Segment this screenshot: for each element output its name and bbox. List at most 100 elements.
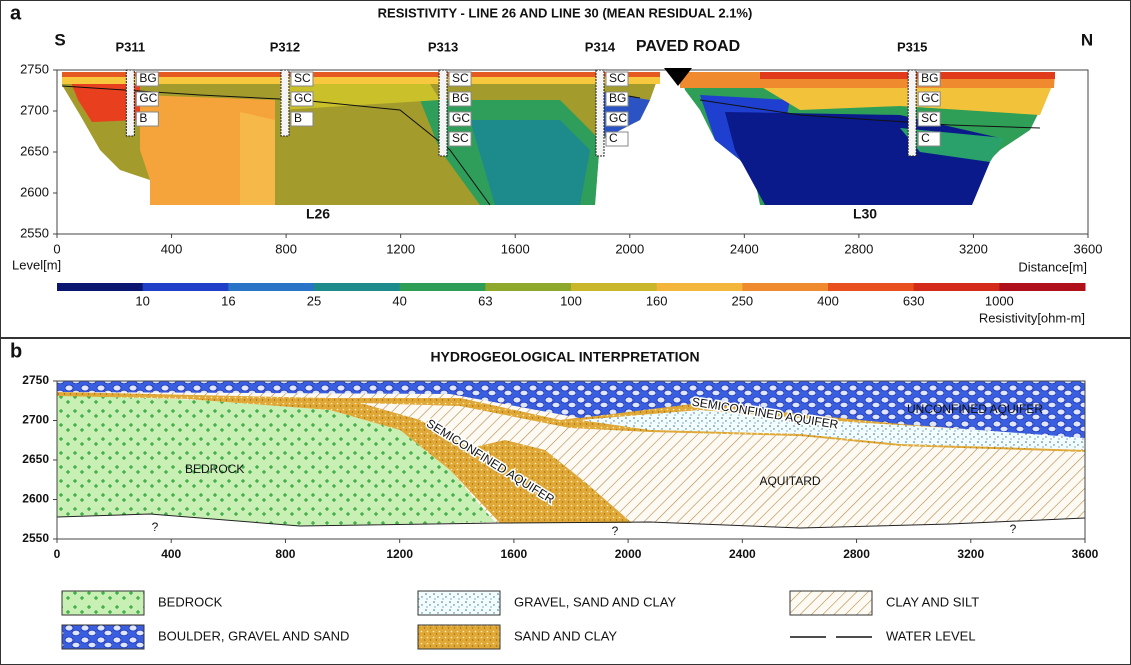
colorbar-swatch: [914, 283, 1000, 291]
colorbar-swatch: [228, 283, 314, 291]
legend-swatch: [62, 625, 144, 649]
x-tick-label: 400: [161, 547, 181, 561]
colorbar-swatch: [143, 283, 229, 291]
x-tick-label: 2800: [843, 547, 870, 561]
region-label: AQUITARD: [759, 474, 820, 488]
x-tick-label: 0: [53, 241, 60, 256]
x-tick-label: 1200: [386, 547, 413, 561]
resistivity-zone: [240, 112, 275, 205]
colorbar-swatch: [314, 283, 400, 291]
y-tick-label: 2700: [20, 102, 49, 117]
section-label: L26: [306, 206, 330, 222]
x-tick-label: 2000: [615, 547, 642, 561]
x-tick-label: 3200: [957, 547, 984, 561]
legend-swatch: [62, 591, 144, 615]
layer-label: B: [139, 111, 147, 125]
layer-label: B: [294, 111, 302, 125]
x-tick-label: 3600: [1074, 241, 1103, 256]
colorbar-swatch: [400, 283, 486, 291]
borehole: [281, 70, 289, 136]
legend-label: CLAY AND SILT: [886, 594, 979, 609]
layer-label: SC: [452, 71, 469, 85]
y-tick-label: 2650: [20, 143, 49, 158]
layer-label: BG: [452, 91, 469, 105]
colorbar-tick-label: 250: [731, 293, 753, 308]
legend-label: SAND AND CLAY: [514, 628, 617, 643]
layer-label: BG: [139, 71, 156, 85]
x-tick-label: 400: [161, 241, 183, 256]
panel-letter: b: [10, 340, 22, 362]
colorbar-label: Resistivity[ohm-m]: [979, 310, 1085, 325]
borehole-name: P312: [270, 39, 300, 54]
colorbar-tick-label: 1000: [985, 293, 1014, 308]
x-tick-label: 800: [275, 547, 295, 561]
colorbar-tick-label: 160: [646, 293, 668, 308]
legend-label: BOULDER, GRAVEL AND SAND: [158, 628, 349, 643]
question-mark: ?: [152, 520, 159, 534]
borehole: [439, 70, 447, 156]
resistivity-zone: [760, 72, 1055, 79]
layer-label: GC: [452, 111, 470, 125]
borehole: [908, 70, 916, 156]
y-tick-label: 2750: [20, 61, 49, 76]
y-tick-label: 2750: [22, 373, 49, 387]
borehole: [596, 70, 604, 156]
y-tick-label: 2550: [20, 225, 49, 240]
layer-label: C: [609, 131, 618, 145]
x-tick-label: 3200: [959, 241, 988, 256]
figure: a RESISTIVITY - LINE 26 AND LINE 30 (MEAN…: [0, 0, 1131, 665]
panel-letter: a: [10, 2, 22, 24]
layer-label: BG: [921, 71, 938, 85]
borehole-name: P311: [115, 39, 145, 54]
x-tick-label: 1600: [501, 241, 530, 256]
legend-label: GRAVEL, SAND AND CLAY: [514, 594, 676, 609]
region-label: BEDROCK: [185, 462, 244, 476]
y-tick-label: 2550: [22, 531, 49, 545]
y-tick-label: 2600: [22, 492, 49, 506]
borehole: [126, 70, 134, 136]
colorbar-tick-label: 10: [135, 293, 149, 308]
y-tick-label: 2650: [22, 452, 49, 466]
colorbar-tick-label: 100: [560, 293, 582, 308]
colorbar-swatch: [485, 283, 571, 291]
layer-label: GC: [921, 91, 939, 105]
layer-label: SC: [921, 111, 938, 125]
x-tick-label: 2400: [729, 547, 756, 561]
colorbar-tick-label: 400: [817, 293, 839, 308]
layer-label: SC: [452, 131, 469, 145]
legend-swatch: [418, 591, 500, 615]
question-mark: ?: [1010, 522, 1017, 536]
colorbar-tick-label: 16: [221, 293, 235, 308]
y-tick-label: 2700: [22, 413, 49, 427]
y-tick-label: 2600: [20, 184, 49, 199]
borehole-name: P315: [897, 39, 927, 54]
layer-label: BG: [609, 91, 626, 105]
colorbar-swatch: [57, 283, 143, 291]
layer-label: SC: [609, 71, 626, 85]
x-tick-label: 0: [54, 547, 61, 561]
legend-label: BEDROCK: [158, 594, 223, 609]
x-tick-label: 800: [275, 241, 297, 256]
x-tick-label: 2400: [730, 241, 759, 256]
colorbar-swatch: [571, 283, 657, 291]
colorbar-swatch: [999, 283, 1085, 291]
borehole-name: P313: [428, 39, 458, 54]
layer-label: SC: [294, 71, 311, 85]
layer-label: C: [921, 131, 930, 145]
colorbar-tick-label: 63: [478, 293, 492, 308]
colorbar-tick-label: 40: [392, 293, 406, 308]
colorbar-swatch: [742, 283, 828, 291]
borehole-name: P314: [585, 39, 616, 54]
legend-label: WATER LEVEL: [886, 628, 976, 643]
colorbar-tick-label: 25: [307, 293, 321, 308]
region-label: UNCONFINED AQUIFER: [907, 402, 1043, 416]
legend-swatch: [790, 591, 872, 615]
colorbar-tick-label: 630: [903, 293, 925, 308]
question-mark: ?: [612, 524, 619, 538]
panel-title: RESISTIVITY - LINE 26 AND LINE 30 (MEAN …: [378, 5, 753, 20]
x-tick-label: 2000: [615, 241, 644, 256]
layer-label: GC: [294, 91, 312, 105]
axis-label: Distance[m]: [1018, 259, 1087, 274]
section-label: L30: [853, 206, 877, 222]
layer-label: GC: [609, 111, 627, 125]
